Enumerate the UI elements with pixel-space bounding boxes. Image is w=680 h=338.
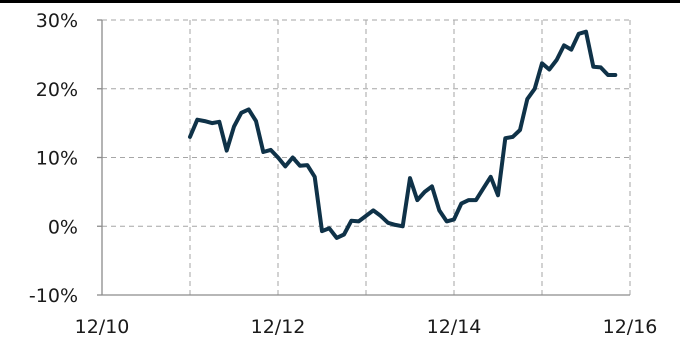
x-tick-label: 12/14 <box>427 316 482 338</box>
y-tick-label: 0% <box>48 216 78 238</box>
y-tick-label: 10% <box>36 148 78 170</box>
y-axis-tick-labels: -10% 0% 10% 20% 30% <box>29 10 78 307</box>
top-border <box>0 0 680 3</box>
y-tick-label: 30% <box>36 10 78 32</box>
x-axis-tick-labels: 12/10 12/12 12/14 12/16 <box>75 316 658 338</box>
x-tick-label: 12/10 <box>75 316 130 338</box>
gridlines <box>102 19 631 295</box>
series-line <box>188 29 618 240</box>
series-layer <box>188 29 618 240</box>
y-tick-label: 20% <box>36 79 78 101</box>
axes <box>97 19 630 296</box>
x-tick-label: 12/12 <box>251 316 306 338</box>
x-tick-label: 12/16 <box>603 316 658 338</box>
y-tick-label: -10% <box>29 285 78 307</box>
